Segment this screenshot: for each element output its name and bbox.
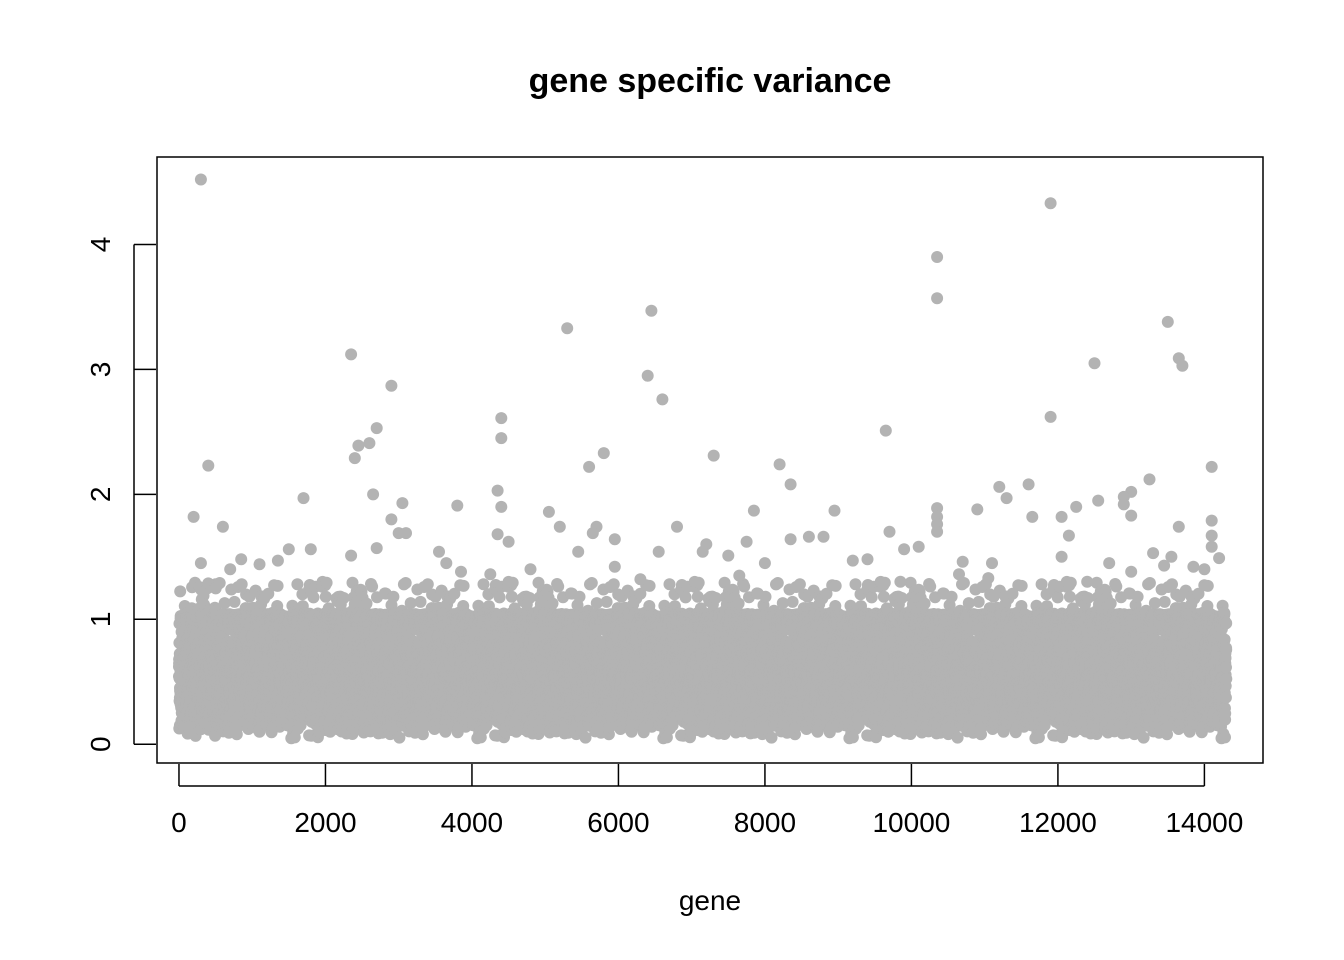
data-point [271,579,284,592]
data-point [262,587,275,600]
data-points [173,173,1233,745]
data-point [387,590,400,603]
data-point [360,597,373,610]
data-point [457,579,470,592]
data-point [320,576,333,589]
data-point [307,591,320,604]
data-point [506,576,519,589]
data-point [213,577,226,589]
data-point [505,590,518,603]
data-point [399,577,412,589]
data-point [235,578,248,591]
data-point [493,591,506,604]
data-point [421,578,434,591]
data-point [319,590,332,603]
chart-title: gene specific variance [529,62,892,100]
data-point [414,595,427,608]
data-point [228,595,241,608]
data-point [174,585,187,598]
data-point [218,597,231,610]
data-point [366,580,379,593]
